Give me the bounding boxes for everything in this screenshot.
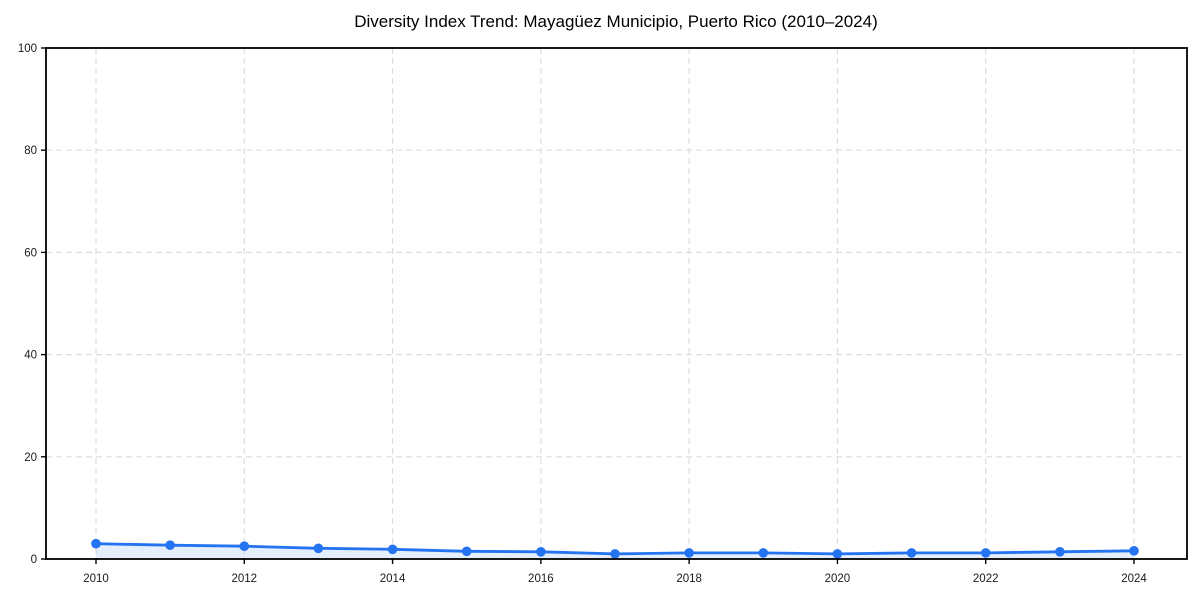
y-tick-label: 40 — [24, 350, 37, 362]
data-point-2018 — [684, 548, 694, 558]
y-tick-label: 20 — [24, 452, 37, 464]
plot-border — [45, 47, 1188, 560]
data-point-2016 — [536, 547, 546, 557]
data-point-2023 — [1055, 547, 1065, 557]
data-point-2012 — [239, 541, 250, 551]
x-tick-label: 2016 — [528, 573, 554, 585]
y-tick-label: 60 — [24, 247, 37, 259]
x-tick-label: 2018 — [676, 573, 702, 585]
data-point-2014 — [387, 544, 398, 555]
x-tick-label: 2024 — [1121, 573, 1147, 585]
data-point-2019 — [758, 548, 769, 558]
x-tick-label: 2010 — [83, 573, 109, 585]
data-point-2017 — [610, 549, 620, 559]
x-tick-label: 2014 — [380, 573, 406, 585]
y-tick-label: 100 — [18, 43, 37, 55]
data-point-2021 — [906, 548, 917, 558]
axes: 0 20 40 60 80 100 2010 2012 2014 2016 2018 2020 2022… — [18, 43, 1188, 585]
area-fill — [96, 543, 1134, 559]
data-point-2010 — [91, 538, 101, 549]
y-tick-label: 80 — [24, 145, 37, 157]
x-tick-label: 2020 — [825, 573, 851, 585]
x-tick-label: 2022 — [973, 573, 999, 585]
data-point-2020 — [832, 549, 843, 559]
data-series — [91, 538, 1139, 559]
data-point-2011 — [165, 540, 175, 550]
x-tick-label: 2012 — [231, 573, 257, 585]
y-tick-label: 0 — [31, 554, 37, 566]
data-point-2022 — [980, 548, 991, 558]
data-point-2024 — [1129, 546, 1139, 556]
data-point-2015 — [461, 546, 472, 557]
chart-title: Diversity Index Trend: Mayagüez Municipi… — [354, 12, 878, 31]
data-point-2013 — [313, 543, 324, 554]
